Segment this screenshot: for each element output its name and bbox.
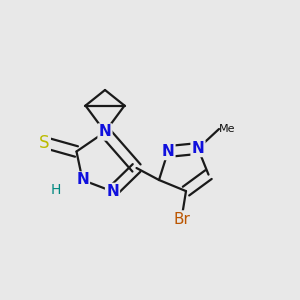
Text: N: N	[106, 184, 119, 199]
Text: N: N	[99, 124, 111, 140]
Text: N: N	[162, 144, 174, 159]
Text: H: H	[50, 183, 61, 196]
Text: S: S	[39, 134, 50, 152]
Text: Me: Me	[219, 124, 236, 134]
Text: Br: Br	[173, 212, 190, 226]
Text: N: N	[76, 172, 89, 188]
Text: N: N	[192, 141, 204, 156]
